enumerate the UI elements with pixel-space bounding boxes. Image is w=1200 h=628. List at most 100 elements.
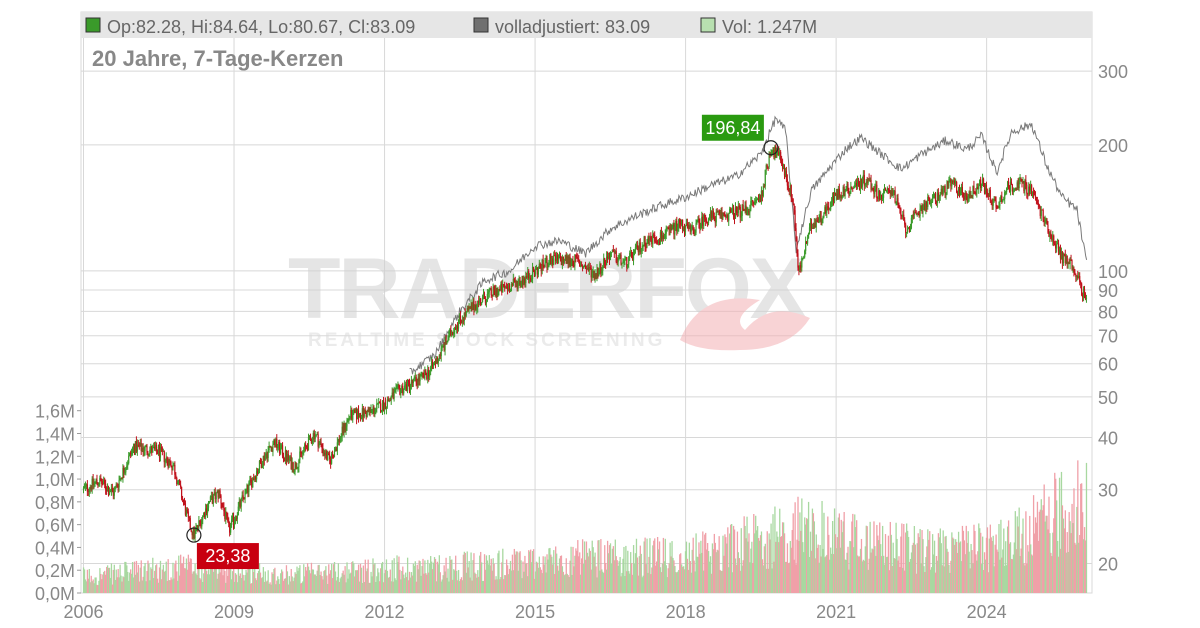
candle-body bbox=[1010, 181, 1013, 185]
volume-bar bbox=[780, 536, 782, 593]
candle-body bbox=[802, 257, 804, 259]
candle-body bbox=[382, 401, 385, 411]
candle-body bbox=[931, 194, 934, 202]
volume-bar bbox=[394, 578, 396, 593]
volume-tick-label: 1,6M bbox=[35, 402, 75, 422]
volume-bar bbox=[802, 542, 804, 593]
candle-body bbox=[531, 266, 534, 279]
volume-bar bbox=[291, 576, 293, 593]
candle-body bbox=[543, 265, 545, 268]
volume-bar bbox=[913, 526, 916, 593]
volume-bar bbox=[478, 576, 480, 593]
volume-bar bbox=[114, 579, 116, 593]
volume-bar bbox=[525, 563, 527, 593]
candle-body bbox=[631, 257, 634, 261]
volume-bar bbox=[729, 533, 731, 593]
volume-bar bbox=[498, 550, 500, 593]
volume-bar bbox=[467, 567, 469, 593]
volume-bar bbox=[186, 569, 189, 593]
volume-bar bbox=[319, 574, 321, 593]
candle-body bbox=[753, 202, 755, 204]
volume-bar bbox=[352, 561, 354, 593]
volume-bar bbox=[589, 550, 591, 593]
volume-bar bbox=[926, 546, 928, 593]
volume-bar bbox=[815, 534, 817, 593]
volume-bar bbox=[213, 560, 215, 593]
candle-body bbox=[948, 179, 950, 187]
candle-body bbox=[395, 387, 397, 390]
candle-body bbox=[642, 245, 644, 247]
candle-body bbox=[574, 254, 576, 266]
volume-bar bbox=[717, 550, 719, 593]
candle-body bbox=[756, 198, 759, 200]
volume-bar bbox=[464, 552, 466, 593]
volume-bar bbox=[203, 573, 205, 593]
candle-body bbox=[462, 320, 464, 322]
volume-bar bbox=[948, 564, 950, 593]
volume-bar bbox=[255, 578, 257, 593]
candle-body bbox=[555, 256, 557, 262]
price-tick-label: 300 bbox=[1098, 62, 1128, 82]
candle-body bbox=[227, 516, 229, 521]
candle-body bbox=[1019, 178, 1021, 180]
time-tick-label: 2015 bbox=[515, 602, 555, 622]
volume-bar bbox=[113, 564, 115, 593]
candle-body bbox=[696, 221, 698, 223]
candle-body bbox=[593, 270, 595, 280]
candle-body bbox=[895, 202, 897, 204]
candle-body bbox=[431, 361, 434, 366]
volume-bar bbox=[243, 580, 245, 593]
volume-bar bbox=[221, 561, 223, 593]
volume-bar bbox=[271, 572, 273, 593]
candle-body bbox=[651, 238, 653, 245]
candle-body bbox=[881, 194, 883, 200]
volume-bar bbox=[444, 571, 446, 593]
candle-body bbox=[920, 206, 922, 209]
volume-bar bbox=[179, 575, 181, 593]
candle-body bbox=[657, 241, 660, 243]
volume-bar bbox=[976, 560, 978, 593]
candle-body bbox=[596, 268, 598, 279]
volume-bar bbox=[552, 564, 554, 593]
candle-body bbox=[405, 384, 408, 391]
candle-body bbox=[508, 285, 511, 292]
volume-bar bbox=[228, 565, 230, 593]
volume-bar bbox=[164, 570, 166, 593]
candle-body bbox=[787, 185, 789, 189]
candle-body bbox=[707, 218, 710, 223]
volume-bar bbox=[1068, 512, 1070, 593]
candle-body bbox=[714, 219, 716, 223]
volume-bar bbox=[218, 566, 220, 593]
volume-bar bbox=[887, 535, 890, 593]
volume-bar bbox=[836, 537, 839, 593]
volume-bar bbox=[1021, 533, 1023, 593]
candle-body bbox=[272, 444, 274, 452]
volume-bar bbox=[304, 576, 306, 593]
volume-bar bbox=[447, 568, 449, 593]
candle-body bbox=[373, 407, 375, 414]
candle-body bbox=[496, 289, 498, 297]
volume-bar bbox=[405, 577, 408, 593]
volume-bar bbox=[349, 573, 351, 593]
candle-body bbox=[800, 265, 802, 268]
candle-body bbox=[384, 402, 387, 410]
candle-body bbox=[768, 154, 770, 167]
candle-body bbox=[684, 225, 687, 232]
volume-bar bbox=[1071, 503, 1073, 593]
volume-bar bbox=[847, 546, 849, 593]
candle-body bbox=[893, 190, 895, 194]
volume-bar bbox=[597, 540, 599, 593]
volume-bar bbox=[460, 577, 463, 593]
volume-bar bbox=[229, 559, 231, 593]
candle-body bbox=[215, 492, 217, 500]
volume-bar bbox=[984, 559, 987, 593]
candle-body bbox=[739, 206, 741, 218]
volume-bar bbox=[706, 543, 709, 593]
volume-bar bbox=[289, 581, 291, 593]
candle-body bbox=[577, 258, 579, 259]
candle-body bbox=[953, 180, 955, 183]
volume-bar bbox=[936, 560, 939, 593]
candle-body bbox=[607, 256, 610, 258]
volume-bar bbox=[145, 581, 147, 593]
volume-bar bbox=[931, 567, 933, 593]
